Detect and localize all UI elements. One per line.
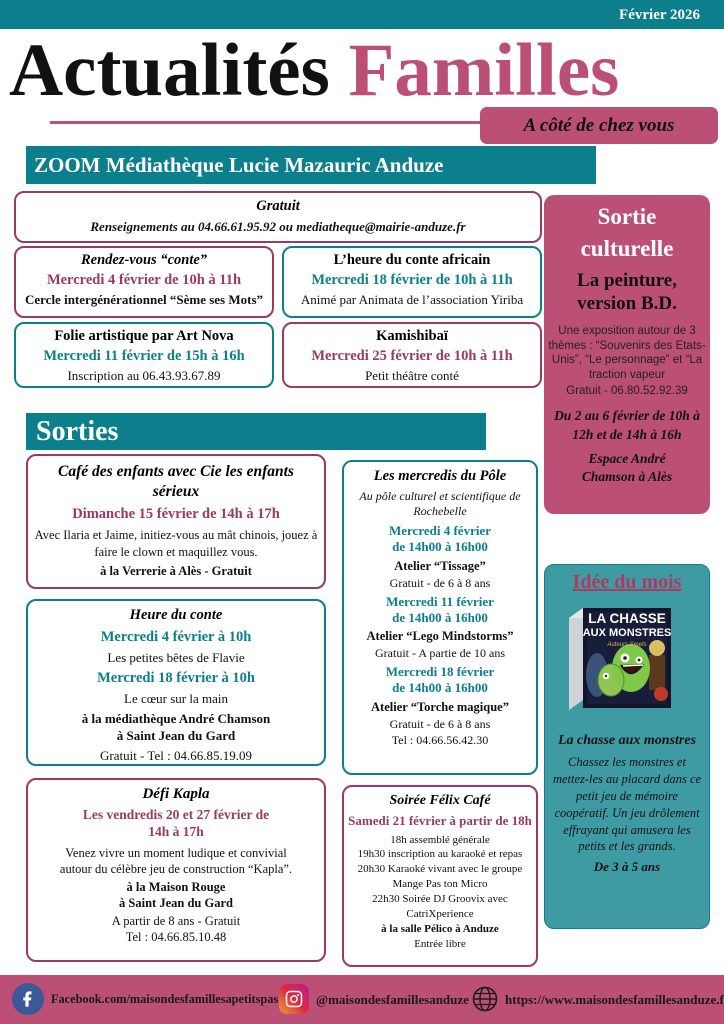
svg-text:Auteurs Smets: Auteurs Smets <box>606 642 646 648</box>
svg-text:AUX MONSTRES: AUX MONSTRES <box>583 627 672 639</box>
svg-text:LA CHASSE: LA CHASSE <box>588 611 666 626</box>
